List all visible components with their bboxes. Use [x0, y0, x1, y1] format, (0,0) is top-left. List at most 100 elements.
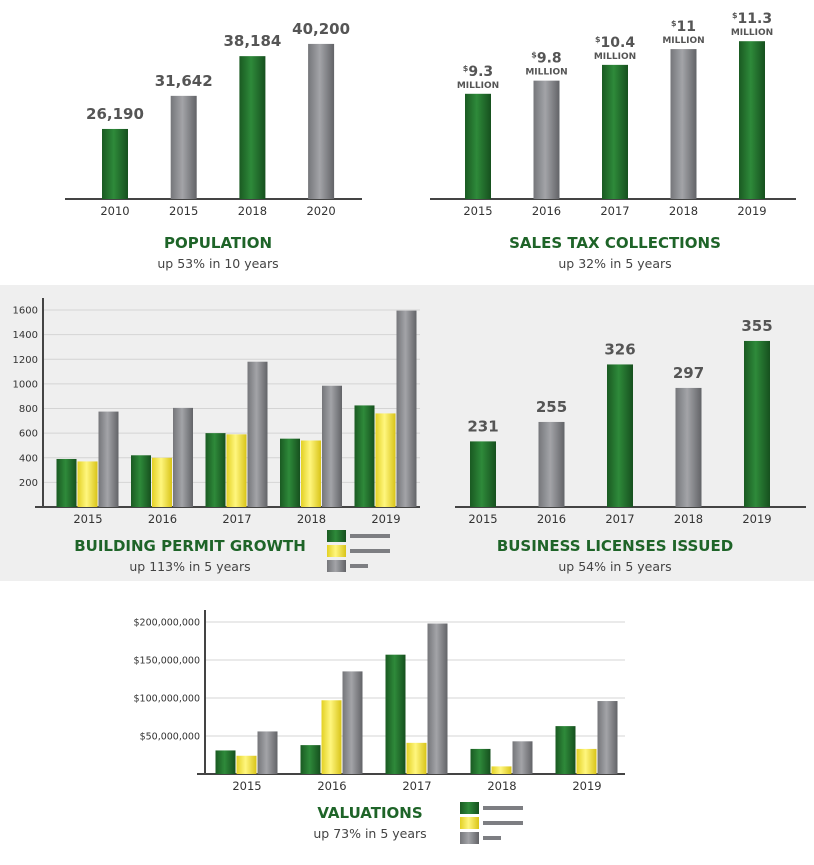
building_permits-bar-2018-yellow [301, 440, 321, 507]
business_licenses-x-tick: 2018 [674, 512, 703, 526]
valuations-bar-2019-yellow [576, 748, 597, 774]
data-value: 9.3 [468, 64, 493, 80]
valuations-legend-swatch-yellow [460, 817, 479, 829]
valuations-bar-2016-yellow [321, 700, 342, 774]
building_permits-y-tick: 1600 [13, 306, 38, 317]
business_licenses-data-label: 231 [467, 417, 498, 435]
sales_tax-bar-2019 [739, 41, 765, 200]
building_permits-bar-2018-green [280, 438, 300, 507]
building_permits-legend-swatch-yellow [327, 545, 346, 557]
valuations-bar-2018-green [470, 748, 491, 774]
sales_tax-data-label: $9.3 [463, 64, 493, 80]
business_licenses-bar-2016 [538, 421, 565, 507]
business_licenses-bar-2017 [607, 364, 633, 507]
building_permits-bar-2019-gray [396, 310, 417, 507]
sales_tax-x-tick: 2018 [669, 204, 698, 218]
business_licenses-bar-2019 [744, 340, 770, 507]
population-data-label: 26,190 [86, 105, 144, 123]
population-bar-2010 [102, 128, 128, 199]
currency-symbol: $ [531, 51, 537, 60]
building_permits-x-tick: 2015 [73, 512, 102, 526]
population-title: POPULATION [163, 234, 273, 252]
sales_tax-bar-2016 [533, 80, 560, 199]
valuations-bar-2016-green [300, 745, 321, 774]
building_permits-y-tick: 600 [19, 429, 38, 440]
sales_tax-data-label: $11 [671, 19, 696, 35]
population-data-label: 31,642 [155, 72, 213, 90]
valuations-bar-2019-green [555, 726, 576, 774]
building_permits-bar-2015-gray [98, 411, 119, 507]
sales_tax-bar-2015 [465, 93, 491, 199]
business_licenses-data-label: 326 [604, 340, 635, 358]
data-value: 11 [677, 19, 696, 35]
valuations-bar-2017-gray [427, 623, 448, 774]
population-subtitle: up 53% in 10 years [157, 256, 279, 271]
business_licenses-data-label: 297 [673, 364, 704, 382]
building_permits-bar-2017-green [205, 433, 226, 507]
sales_tax-bar-2018 [670, 49, 697, 200]
valuations-subtitle: up 73% in 5 years [313, 826, 427, 841]
sales-tax-subtitle: up 32% in 5 years [558, 256, 672, 271]
population-bar-2018 [239, 56, 266, 199]
building_permits-y-tick: 400 [19, 453, 38, 464]
currency-symbol: $ [595, 35, 601, 44]
sales_tax-data-unit: MILLION [662, 36, 704, 46]
building_permits-bar-2016-green [131, 455, 151, 507]
sales_tax-bar-2017 [602, 64, 628, 200]
sales_tax-data-label: $9.8 [531, 51, 561, 67]
data-value: 10.4 [601, 35, 636, 51]
building_permits-legend-label-redacted [350, 564, 368, 568]
business_licenses-data-label: 355 [741, 317, 772, 335]
building-permit-subtitle: up 113% in 5 years [129, 559, 251, 574]
population-data-label: 40,200 [292, 20, 350, 38]
building_permits-bar-2015-green [56, 458, 77, 507]
building_permits-legend-label-redacted [350, 534, 390, 538]
valuations-bar-2017-green [385, 654, 406, 774]
building_permits-legend-swatch-gray [327, 560, 346, 572]
valuations-bar-2019-gray [597, 701, 618, 774]
valuations-x-tick: 2017 [402, 779, 431, 793]
business_licenses-x-tick: 2017 [605, 512, 634, 526]
valuations-y-tick: $150,000,000 [134, 656, 200, 667]
valuations-x-tick: 2019 [572, 779, 601, 793]
business_licenses-data-label: 255 [536, 398, 567, 416]
building_permits-y-tick: 200 [19, 478, 38, 489]
currency-symbol: $ [671, 19, 677, 28]
sales_tax-data-unit: MILLION [457, 81, 499, 91]
valuations-bar-2015-green [215, 750, 236, 774]
business_licenses-bar-2015 [470, 441, 496, 507]
building_permits-x-tick: 2018 [297, 512, 326, 526]
business_licenses-x-tick: 2016 [537, 512, 566, 526]
building_permits-y-tick: 1200 [13, 355, 38, 366]
sales_tax-x-tick: 2016 [532, 204, 561, 218]
valuations-y-tick: $50,000,000 [140, 732, 200, 743]
valuations-y-tick: $200,000,000 [134, 618, 200, 629]
population-x-tick: 2015 [169, 204, 198, 218]
sales_tax-data-unit: MILLION [731, 28, 773, 38]
building_permits-bar-2017-yellow [226, 434, 247, 507]
sales_tax-data-label: $11.3 [732, 11, 772, 27]
sales_tax-data-unit: MILLION [594, 52, 636, 62]
sales_tax-x-tick: 2015 [463, 204, 492, 218]
population-x-tick: 2018 [238, 204, 267, 218]
building_permits-bar-2017-gray [247, 361, 268, 507]
business-licenses-subtitle: up 54% in 5 years [558, 559, 672, 574]
building_permits-y-tick: 1000 [13, 379, 38, 390]
business_licenses-x-tick: 2015 [468, 512, 497, 526]
population-x-tick: 2010 [100, 204, 129, 218]
business-licenses-title: BUSINESS LICENSES ISSUED [496, 537, 734, 555]
building_permits-y-tick: 1400 [13, 330, 38, 341]
building_permits-legend-label-redacted [350, 549, 390, 553]
building_permits-bar-2016-yellow [152, 457, 172, 507]
building_permits-bar-2018-gray [322, 385, 342, 507]
valuations-y-tick: $100,000,000 [134, 694, 200, 705]
business_licenses-bar-2018 [675, 387, 702, 507]
valuations-bar-2017-yellow [406, 742, 427, 774]
sales_tax-x-tick: 2017 [600, 204, 629, 218]
building-permit-title: BUILDING PERMIT GROWTH [74, 537, 306, 555]
population-data-label: 38,184 [223, 32, 281, 50]
currency-symbol: $ [732, 11, 738, 20]
valuations-legend-label-redacted [483, 821, 523, 825]
valuations-x-tick: 2016 [317, 779, 346, 793]
